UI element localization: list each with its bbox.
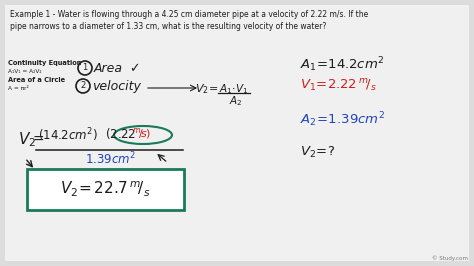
Text: A₁V₁ = A₂V₂: A₁V₁ = A₂V₂ xyxy=(8,69,42,74)
Text: $(14.2cm^2)$: $(14.2cm^2)$ xyxy=(38,126,98,144)
Text: $A_2\!=\!1.39cm^2$: $A_2\!=\!1.39cm^2$ xyxy=(300,110,385,129)
Text: $1.39cm^2$: $1.39cm^2$ xyxy=(85,151,136,168)
Text: $V_2$: $V_2$ xyxy=(18,130,36,149)
Text: Continuity Equation: Continuity Equation xyxy=(8,60,82,66)
Text: A = πr²: A = πr² xyxy=(8,86,29,91)
Text: © Study.com: © Study.com xyxy=(432,255,468,261)
Text: 2: 2 xyxy=(81,81,86,90)
Text: $V_2\!= 22.7\,^m\!/_s$: $V_2\!= 22.7\,^m\!/_s$ xyxy=(60,179,150,199)
Text: 1: 1 xyxy=(82,64,88,73)
Text: $(2.22$: $(2.22$ xyxy=(105,126,136,141)
Text: $V_2\!=\!$: $V_2\!=\!$ xyxy=(195,82,219,96)
Text: Area  ✓: Area ✓ xyxy=(94,62,142,75)
Text: $A_1\!\cdot\! V_1$: $A_1\!\cdot\! V_1$ xyxy=(219,82,249,96)
Text: $^{m}\!/\!s)$: $^{m}\!/\!s)$ xyxy=(132,126,151,141)
Text: $A_1\!=\!14.2cm^2$: $A_1\!=\!14.2cm^2$ xyxy=(300,55,384,74)
FancyBboxPatch shape xyxy=(5,5,469,261)
FancyBboxPatch shape xyxy=(27,168,184,210)
Text: $V_1\!=\! 2.22\,^m\!/_s$: $V_1\!=\! 2.22\,^m\!/_s$ xyxy=(300,78,377,94)
Text: Example 1 - Water is flowing through a 4.25 cm diameter pipe at a velocity of 2.: Example 1 - Water is flowing through a 4… xyxy=(10,10,368,31)
Text: $V_2\!=\! ?$: $V_2\!=\! ?$ xyxy=(300,145,335,160)
Text: $=$: $=$ xyxy=(30,131,45,145)
Text: $A_2$: $A_2$ xyxy=(229,94,243,108)
Text: velocity: velocity xyxy=(92,80,141,93)
Text: Area of a Circle: Area of a Circle xyxy=(8,77,65,83)
